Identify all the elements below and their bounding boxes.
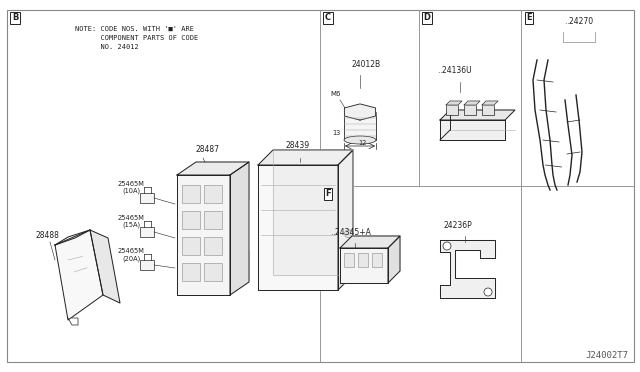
Bar: [182, 211, 200, 229]
Polygon shape: [177, 175, 230, 295]
Text: 28487: 28487: [195, 145, 219, 154]
Text: 24012B: 24012B: [351, 60, 380, 69]
Bar: [182, 237, 200, 255]
Polygon shape: [55, 230, 90, 245]
Text: M6: M6: [330, 91, 340, 97]
Polygon shape: [273, 150, 353, 275]
Bar: [358, 253, 368, 267]
Bar: [482, 105, 494, 115]
Polygon shape: [440, 120, 505, 140]
Text: 24236P: 24236P: [443, 221, 472, 230]
Bar: [344, 253, 354, 267]
Text: F: F: [325, 189, 331, 199]
Bar: [140, 193, 154, 203]
Polygon shape: [258, 150, 353, 165]
Text: 13: 13: [332, 130, 340, 136]
Polygon shape: [344, 104, 376, 120]
Bar: [204, 237, 222, 255]
Text: 25465M: 25465M: [118, 215, 145, 221]
Polygon shape: [340, 236, 400, 248]
Polygon shape: [388, 236, 400, 283]
Ellipse shape: [344, 136, 376, 144]
Bar: [446, 105, 458, 115]
Polygon shape: [482, 101, 498, 105]
Text: C: C: [325, 13, 331, 22]
Bar: [204, 263, 222, 281]
Polygon shape: [464, 101, 480, 105]
Text: J24002T7: J24002T7: [585, 351, 628, 360]
Polygon shape: [340, 248, 388, 283]
Polygon shape: [338, 150, 353, 290]
Bar: [204, 185, 222, 203]
Text: (15A): (15A): [122, 222, 140, 228]
Text: 12: 12: [358, 140, 366, 146]
Text: 28439: 28439: [285, 141, 309, 150]
Polygon shape: [230, 162, 249, 295]
Polygon shape: [55, 230, 103, 320]
Bar: [464, 105, 476, 115]
Text: ‥24345+A: ‥24345+A: [330, 228, 371, 237]
Circle shape: [344, 230, 353, 238]
Bar: [182, 185, 200, 203]
Text: NOTE: CODE NOS. WITH '■' ARE
      COMPONENT PARTS OF CODE
      NO. 24012: NOTE: CODE NOS. WITH '■' ARE COMPONENT P…: [75, 26, 198, 50]
Polygon shape: [440, 240, 495, 298]
Polygon shape: [258, 165, 338, 290]
Text: D: D: [424, 13, 431, 22]
Bar: [140, 227, 154, 237]
Text: (10A): (10A): [122, 188, 140, 195]
Text: ‥24270: ‥24270: [564, 17, 593, 26]
Text: 28488: 28488: [36, 231, 60, 240]
Bar: [372, 253, 382, 267]
Text: (20A): (20A): [122, 255, 140, 262]
Bar: [182, 263, 200, 281]
Polygon shape: [90, 230, 120, 303]
Text: 25465M: 25465M: [118, 181, 145, 187]
Polygon shape: [177, 162, 249, 175]
Text: B: B: [12, 13, 18, 22]
Bar: [204, 211, 222, 229]
Text: 25465M: 25465M: [118, 248, 145, 254]
Bar: [344, 112, 376, 140]
Text: E: E: [526, 13, 532, 22]
Circle shape: [484, 288, 492, 296]
Bar: [140, 260, 154, 270]
Text: ‥24136U: ‥24136U: [437, 66, 472, 75]
Polygon shape: [446, 101, 462, 105]
Polygon shape: [440, 110, 515, 120]
Circle shape: [443, 242, 451, 250]
